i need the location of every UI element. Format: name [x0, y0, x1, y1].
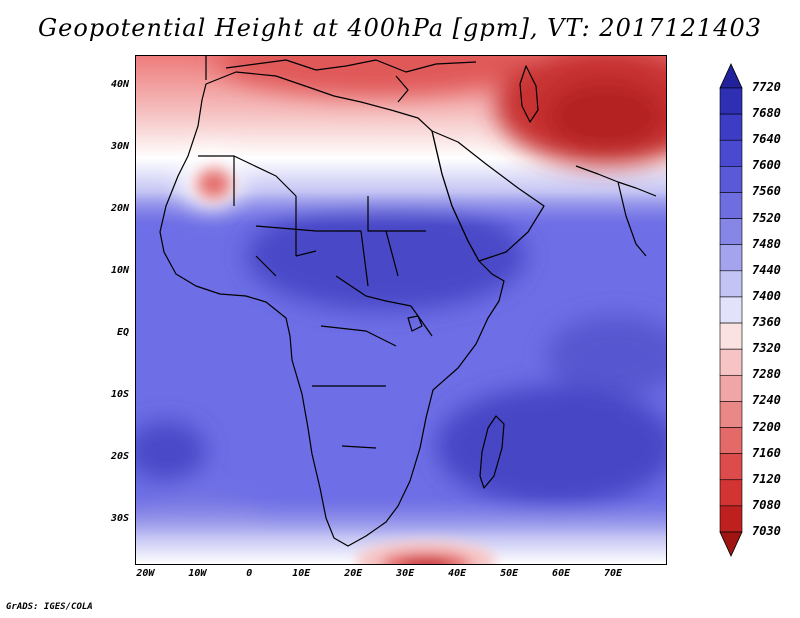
- x-tick-label: 40E: [448, 568, 467, 579]
- colorbar-swatch: [719, 348, 743, 376]
- colorbar-swatch: [719, 322, 743, 350]
- colorbar-tick-label: 7120: [752, 471, 781, 486]
- y-tick-label: 20S: [110, 450, 129, 462]
- india-outline: [575, 165, 657, 257]
- coastlines: [159, 56, 657, 547]
- europe-outline: [205, 56, 477, 103]
- colorbar-tick-label: 7400: [752, 288, 781, 303]
- low-zones-north: [181, 56, 666, 209]
- colorbar-swatch: [719, 192, 743, 219]
- colorbar-top-arrow: [719, 63, 743, 89]
- colorbar-tick-label: 7440: [752, 262, 781, 277]
- colorbar-swatch: [719, 453, 743, 481]
- colorbar-swatch: [719, 244, 743, 272]
- colorbar-tick-label: 7600: [752, 158, 781, 173]
- madagascar-outline: [479, 415, 505, 489]
- x-tick-label: 30E: [396, 568, 415, 579]
- x-tick-label: 50E: [500, 568, 519, 579]
- colorbar-tick-label: 7560: [752, 184, 781, 199]
- y-tick-label: 40N: [110, 78, 129, 90]
- colorbar-swatch: [719, 296, 743, 324]
- x-tick-label: 70E: [604, 568, 623, 579]
- x-tick-label: 10E: [292, 568, 311, 579]
- colorbar-tick-label: 7360: [752, 315, 781, 330]
- lake-victoria: [407, 315, 423, 332]
- colorbar-tick-label: 7320: [752, 341, 781, 356]
- colorbar: [719, 63, 743, 557]
- colorbar-tick-label: 7680: [752, 106, 781, 121]
- x-tick-label: 20W: [136, 568, 155, 579]
- colorbar-tick-label: 7280: [752, 367, 781, 382]
- low-zones-south: [356, 541, 496, 564]
- colorbar-tick-label: 7640: [752, 132, 781, 147]
- height-field-map: [136, 56, 666, 564]
- arabia-outline: [431, 130, 545, 262]
- y-tick-label: 30N: [110, 140, 129, 152]
- y-tick-label: 30S: [110, 512, 129, 524]
- map-title: Geopotential Height at 400hPa [gpm], VT:…: [38, 14, 762, 42]
- y-tick-label: 20N: [110, 202, 129, 214]
- y-tick-label: 10N: [110, 264, 129, 276]
- y-tick-label: 10S: [110, 388, 129, 400]
- colorbar-swatch: [719, 87, 743, 115]
- colorbar-swatch: [719, 139, 743, 167]
- colorbar-swatch: [719, 374, 743, 402]
- colorbar-swatch: [719, 479, 743, 507]
- x-tick-label: 20E: [344, 568, 363, 579]
- x-tick-label: 60E: [552, 568, 571, 579]
- colorbar-swatch: [719, 218, 743, 246]
- colorbar-swatch: [719, 505, 743, 533]
- colorbar-tick-label: 7160: [752, 445, 781, 460]
- colorbar-swatch: [719, 427, 743, 454]
- x-tick-label: 10W: [188, 568, 207, 579]
- colorbar-tick-label: 7720: [752, 80, 781, 94]
- colorbar-tick-label: 7030: [752, 524, 781, 538]
- colorbar-tick-label: 7480: [752, 236, 781, 251]
- caspian-outline: [519, 65, 539, 123]
- colorbar-bottom-arrow: [719, 531, 743, 557]
- africa-borders: [198, 155, 433, 449]
- x-tick-label: 0: [246, 568, 253, 579]
- y-tick-label: EQ: [116, 326, 129, 338]
- colorbar-swatch: [719, 166, 743, 193]
- colorbar-swatch: [719, 113, 743, 141]
- sahara-low: [194, 166, 234, 202]
- colorbar-tick-label: 7520: [752, 210, 781, 225]
- colorbar-tick-label: 7080: [752, 497, 781, 512]
- colorbar-swatch: [719, 401, 743, 428]
- colorbar-tick-label: 7240: [752, 393, 781, 408]
- colorbar-tick-label: 7200: [752, 419, 781, 434]
- footer-credit: GrADS: IGES/COLA: [6, 602, 93, 612]
- map-panel[interactable]: [135, 55, 667, 565]
- colorbar-swatch: [719, 270, 743, 298]
